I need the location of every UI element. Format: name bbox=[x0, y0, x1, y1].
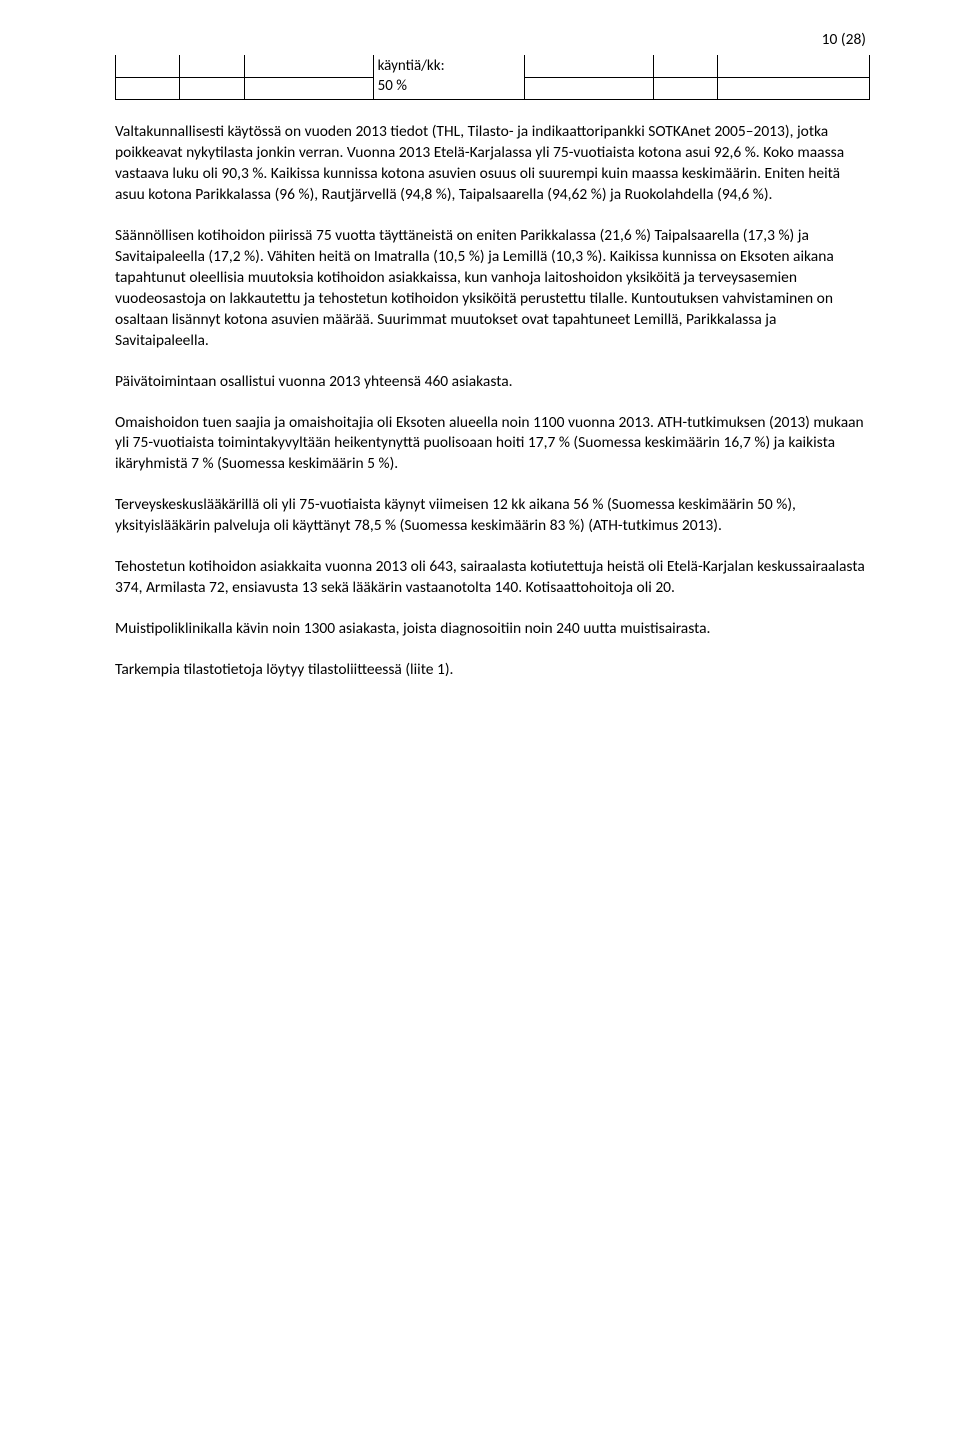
page-number: 10 (28) bbox=[115, 30, 870, 51]
table-cell bbox=[116, 77, 180, 100]
table-fragment: käyntiä/kk: 50 % bbox=[115, 55, 870, 101]
paragraph-5: Terveyskeskuslääkärillä oli yli 75-vuoti… bbox=[115, 495, 870, 537]
paragraph-1: Valtakunnallisesti käytössä on vuoden 20… bbox=[115, 122, 870, 206]
table-cell bbox=[718, 77, 870, 100]
paragraph-4: Omaishoidon tuen saajia ja omaishoitajia… bbox=[115, 413, 870, 476]
table-cell bbox=[653, 55, 717, 78]
table-cell bbox=[525, 55, 654, 78]
table-cell bbox=[116, 55, 180, 78]
cell-line1: käyntiä/kk: bbox=[378, 57, 445, 75]
paragraph-8: Tarkempia tilastotietoja löytyy tilastol… bbox=[115, 660, 870, 681]
table-cell bbox=[244, 77, 373, 100]
table-row: käyntiä/kk: 50 % bbox=[116, 55, 870, 78]
table-cell bbox=[180, 55, 244, 78]
table-cell bbox=[525, 77, 654, 100]
paragraph-2: Säännöllisen kotihoidon piirissä 75 vuot… bbox=[115, 226, 870, 352]
table-cell bbox=[244, 55, 373, 78]
table-cell: käyntiä/kk: 50 % bbox=[373, 55, 525, 100]
table-cell bbox=[718, 55, 870, 78]
paragraph-7: Muistipoliklinikalla kävin noin 1300 asi… bbox=[115, 619, 870, 640]
cell-line2: 50 % bbox=[378, 77, 407, 95]
table-cell bbox=[180, 77, 244, 100]
paragraph-3: Päivätoimintaan osallistui vuonna 2013 y… bbox=[115, 372, 870, 393]
table-cell bbox=[653, 77, 717, 100]
paragraph-6: Tehostetun kotihoidon asiakkaita vuonna … bbox=[115, 557, 870, 599]
